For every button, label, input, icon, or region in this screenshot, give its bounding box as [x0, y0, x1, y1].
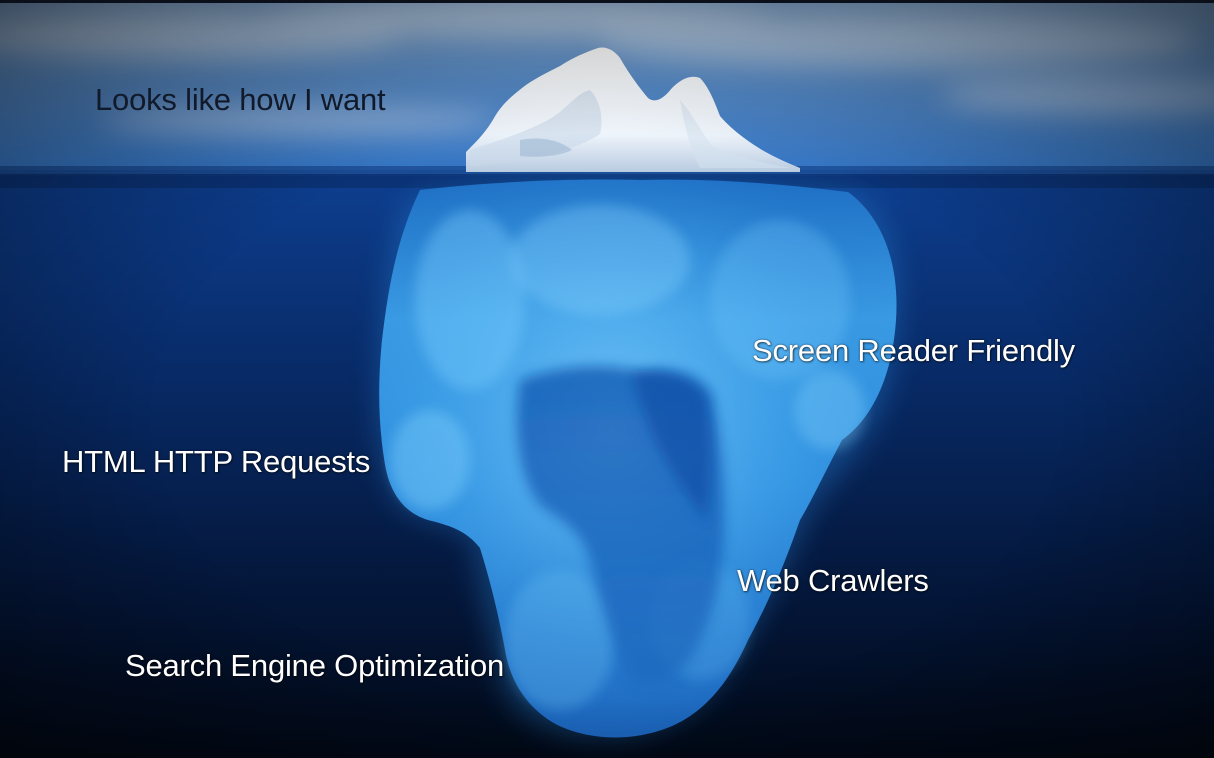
label-screen-reader-friendly: Screen Reader Friendly	[752, 333, 1075, 368]
label-web-crawlers: Web Crawlers	[737, 563, 929, 598]
label-html-http-requests: HTML HTTP Requests	[62, 444, 371, 479]
label-search-engine-optimization: Search Engine Optimization	[125, 648, 505, 683]
label-looks-like-how-i-want: Looks like how I want	[95, 82, 386, 117]
